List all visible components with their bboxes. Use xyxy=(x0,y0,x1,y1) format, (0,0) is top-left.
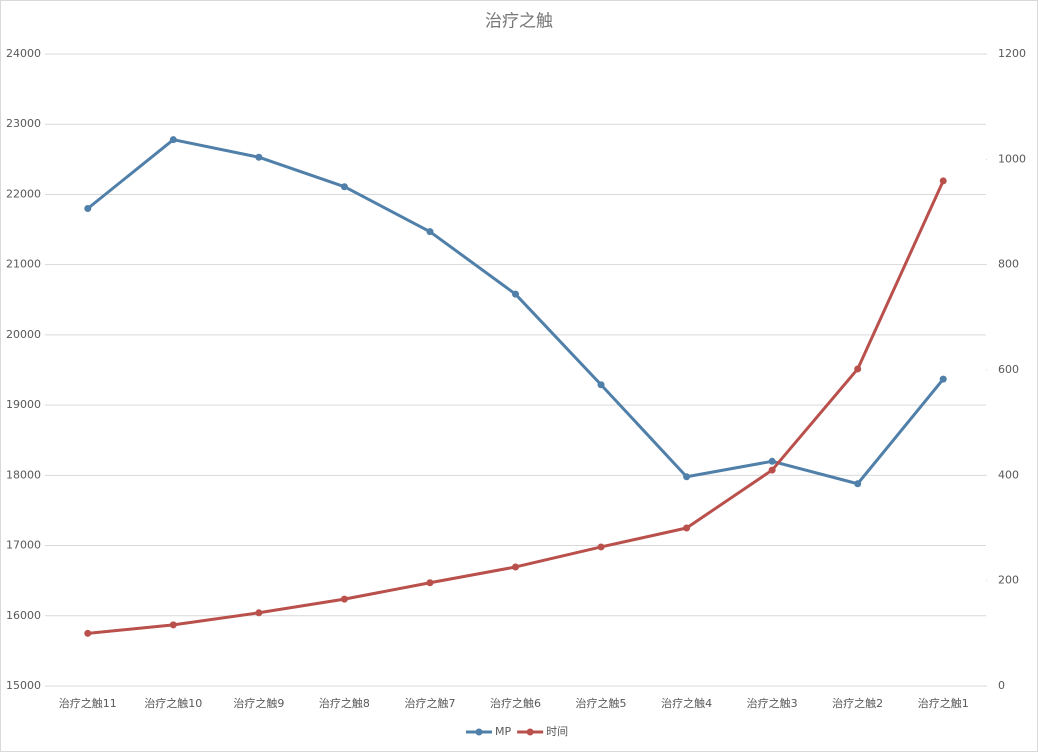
x-tick-label: 治疗之触1 xyxy=(918,696,969,710)
y2-tick-label: 800 xyxy=(998,258,1019,271)
point xyxy=(340,595,348,603)
x-tick-label: 治疗之触8 xyxy=(319,696,370,710)
point xyxy=(939,177,947,185)
point xyxy=(512,290,519,298)
point xyxy=(854,480,862,488)
x-tick-label: 治疗之触11 xyxy=(59,696,117,710)
point xyxy=(84,204,92,212)
y2-tick-label: 200 xyxy=(998,574,1019,587)
chart-title: 治疗之触 xyxy=(485,12,553,32)
y2-tick-label: 600 xyxy=(998,363,1019,376)
x-tick-label: 治疗之触6 xyxy=(490,696,541,710)
x-tick-label: 治疗之触4 xyxy=(661,696,712,710)
x-tick-label: 治疗之触9 xyxy=(233,696,284,710)
x-tick-label: 治疗之触7 xyxy=(404,696,455,710)
y-tick-label: 18000 xyxy=(6,468,41,481)
legend-label: 时间 xyxy=(546,725,568,738)
point xyxy=(169,136,177,144)
point xyxy=(512,563,519,571)
y-tick-label: 24000 xyxy=(6,47,41,60)
legend-marker xyxy=(475,728,483,736)
point xyxy=(683,473,691,481)
y-tick-label: 19000 xyxy=(6,398,41,411)
y2-tick-label: 400 xyxy=(998,468,1019,481)
x-tick-label: 治疗之触5 xyxy=(576,696,627,710)
point xyxy=(768,466,776,474)
x-tick-label: 治疗之触2 xyxy=(832,696,883,710)
x-tick-label: 治疗之触10 xyxy=(144,696,202,710)
point xyxy=(854,365,862,373)
point xyxy=(597,381,605,389)
y-tick-label: 16000 xyxy=(6,609,41,622)
x-tick-label: 治疗之触3 xyxy=(747,696,798,710)
point xyxy=(84,629,92,637)
y-tick-label: 17000 xyxy=(6,539,41,552)
point xyxy=(426,228,434,236)
y-tick-label: 22000 xyxy=(6,187,41,200)
y2-tick-label: 1000 xyxy=(998,152,1026,165)
point xyxy=(939,375,947,383)
point xyxy=(255,609,263,617)
point xyxy=(597,543,605,551)
point xyxy=(426,579,434,587)
point xyxy=(255,153,263,161)
point xyxy=(683,524,691,532)
legend-label: MP xyxy=(495,725,511,738)
y-tick-label: 15000 xyxy=(6,679,41,692)
y2-tick-label: 0 xyxy=(998,679,1005,692)
y-tick-label: 21000 xyxy=(6,258,41,271)
y-tick-label: 20000 xyxy=(6,328,41,341)
point xyxy=(340,183,348,191)
point xyxy=(768,457,776,465)
y-tick-label: 23000 xyxy=(6,117,41,130)
point xyxy=(169,621,177,629)
legend-marker xyxy=(526,728,534,736)
y2-tick-label: 1200 xyxy=(998,47,1026,60)
